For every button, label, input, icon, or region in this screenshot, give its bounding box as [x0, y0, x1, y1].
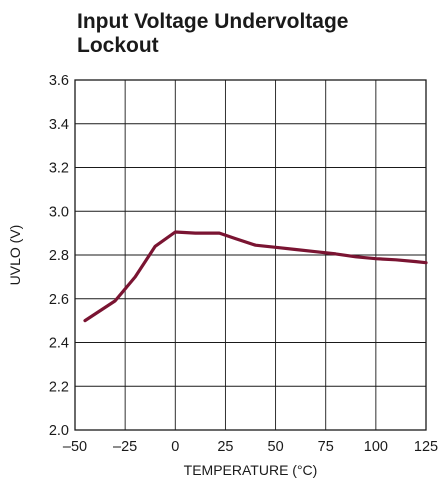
x-tick-label: 100	[364, 439, 388, 455]
series-line	[83, 230, 428, 323]
x-tick-label: –50	[63, 439, 87, 455]
y-axis-label: UVLO (V)	[7, 225, 23, 286]
x-tick-label: 0	[171, 439, 179, 455]
y-tick-label: 2.8	[49, 248, 69, 264]
y-tick-label: 3.2	[49, 161, 69, 177]
x-tick-label: 25	[217, 439, 233, 455]
x-tick-label: 50	[268, 439, 284, 455]
y-tick-label: 2.4	[49, 336, 69, 352]
series-layer	[83, 230, 428, 323]
y-tick-label: 2.0	[49, 423, 69, 439]
x-tick-label: 75	[318, 439, 334, 455]
chart-title: Input Voltage Undervoltage Lockout	[77, 10, 349, 57]
y-tick-label: 3.0	[49, 204, 69, 220]
y-tick-label: 2.2	[49, 379, 69, 395]
y-tick-label: 2.6	[49, 292, 69, 308]
x-tick-label: –25	[113, 439, 137, 455]
x-axis-ticks: –50 –25 0 25 50 75 100 125	[63, 439, 438, 455]
y-tick-label: 3.4	[49, 117, 69, 133]
y-tick-label: 3.6	[49, 73, 69, 89]
plot-frame	[74, 79, 427, 431]
x-axis-label: TEMPERATURE (°C)	[184, 462, 318, 478]
y-axis-ticks: 2.0 2.2 2.4 2.6 2.8 3.0 3.2 3.4 3.6	[49, 73, 69, 439]
grid	[75, 80, 426, 430]
x-tick-label: 125	[414, 439, 438, 455]
